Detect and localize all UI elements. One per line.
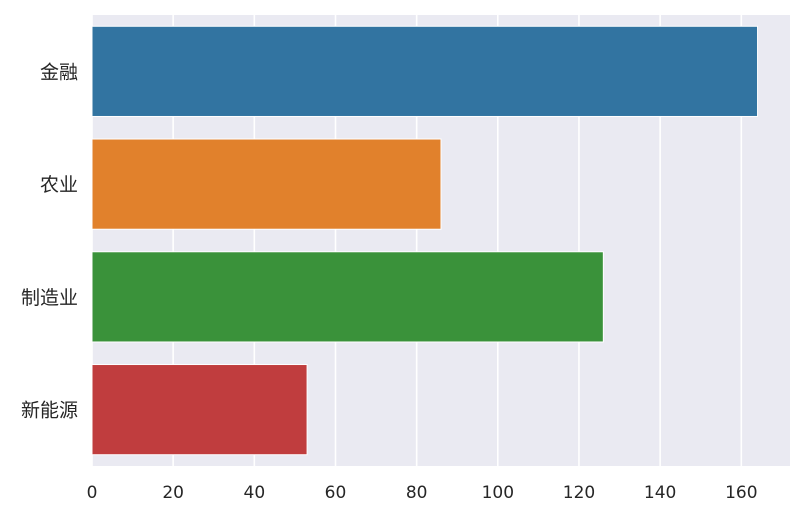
bar — [91, 25, 759, 117]
bar — [91, 364, 308, 456]
x-tick-label: 160 — [725, 483, 757, 503]
x-tick-label: 120 — [563, 483, 595, 503]
y-tick-label: 金融 — [40, 61, 78, 83]
bars — [91, 25, 759, 456]
y-tick-label: 新能源 — [21, 400, 78, 422]
x-tick-label: 60 — [325, 483, 347, 503]
x-axis-ticks: 0 20 40 60 80 100 120 140 160 — [87, 483, 758, 503]
x-tick-label: 140 — [644, 483, 676, 503]
y-tick-label: 制造业 — [21, 287, 78, 309]
bar — [91, 251, 604, 343]
x-tick-label: 40 — [244, 483, 266, 503]
x-tick-label: 100 — [482, 483, 514, 503]
y-tick-label: 农业 — [40, 174, 78, 196]
x-tick-label: 20 — [162, 483, 184, 503]
bar — [91, 138, 442, 230]
x-tick-label: 80 — [406, 483, 428, 503]
x-tick-label: 0 — [87, 483, 98, 503]
